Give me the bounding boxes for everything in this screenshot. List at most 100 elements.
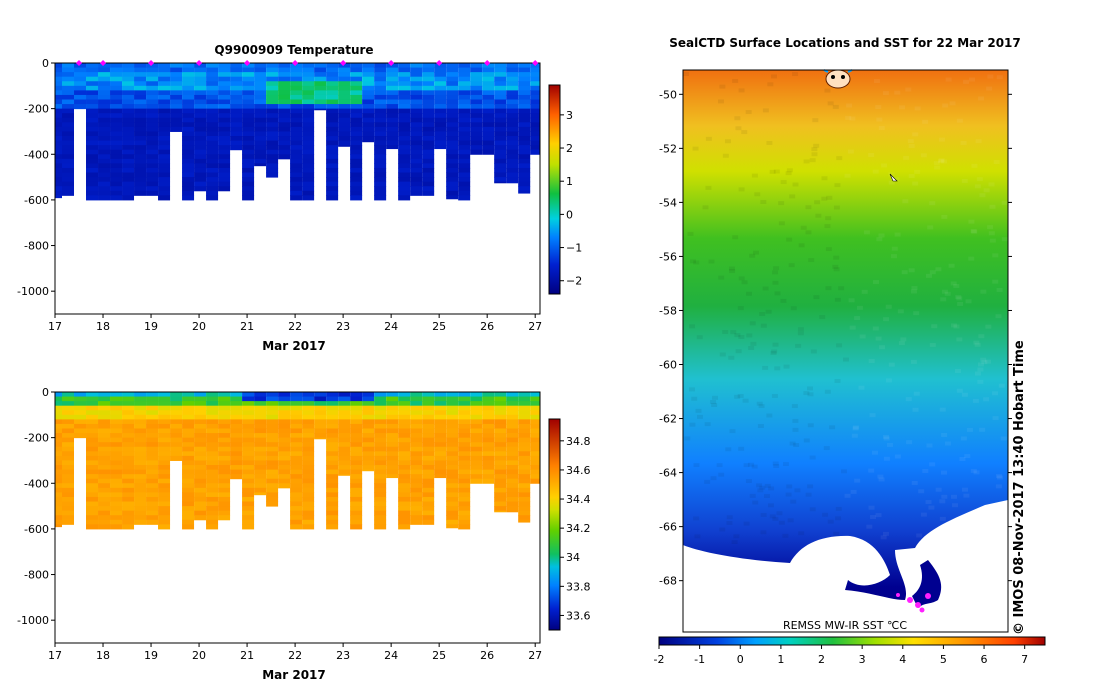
profile-cell — [410, 410, 423, 416]
profile-cell — [122, 63, 135, 69]
sst-texture-cell — [952, 503, 959, 508]
profile-cell — [338, 94, 351, 101]
temperature-colorbar — [548, 84, 561, 295]
profile-cell — [242, 122, 255, 128]
profile-cell — [110, 172, 123, 178]
profile-cell — [194, 478, 207, 484]
profile-cell — [470, 113, 483, 119]
profile-cell — [314, 104, 327, 110]
profile-cell — [326, 405, 339, 411]
profile-cell — [218, 177, 231, 183]
profile-cell — [170, 437, 183, 443]
sst-texture-cell — [940, 297, 947, 302]
profile-cell — [134, 136, 147, 142]
profile-cell — [494, 131, 507, 137]
sst-texture-cell — [888, 362, 895, 367]
profile-cell — [362, 455, 375, 461]
profile-cell — [458, 140, 471, 146]
sst-texture-cell — [955, 295, 962, 300]
sst-texture-cell — [704, 422, 711, 427]
profile-cell — [446, 167, 459, 174]
profile-cell — [506, 145, 519, 151]
sst-texture-cell — [773, 464, 780, 469]
profile-cell — [338, 428, 351, 434]
profile-cell — [206, 414, 219, 420]
sst-texture-cell — [840, 469, 847, 474]
profile-cell — [206, 126, 219, 132]
profile-cell — [170, 99, 183, 105]
sst-texture-cell — [726, 515, 733, 520]
profile-cell — [242, 104, 255, 110]
profile-cell — [254, 122, 267, 128]
sst-texture-cell — [908, 143, 915, 148]
profile-cell — [62, 90, 75, 96]
profile-cell — [278, 446, 291, 452]
profile-cell — [530, 108, 540, 114]
sst-texture-cell — [745, 479, 752, 484]
profile-cell — [254, 104, 267, 110]
profile-cell — [446, 145, 459, 151]
profile-cell — [350, 515, 363, 521]
profile-cell — [434, 63, 447, 69]
profile-cell — [230, 94, 243, 101]
profile-cell — [218, 446, 231, 452]
sst-texture-cell — [899, 105, 906, 110]
profile-cell — [470, 117, 483, 123]
sst-texture-cell — [897, 309, 904, 314]
profile-cell — [182, 496, 195, 503]
profile-cell — [410, 455, 423, 461]
profile-cell — [374, 401, 387, 407]
profile-cell — [458, 126, 471, 132]
profile-cell — [326, 167, 339, 174]
profile-cell — [494, 81, 507, 87]
profile-cell — [134, 99, 147, 105]
profile-cell — [518, 396, 531, 402]
profile-cell — [206, 483, 219, 489]
sst-texture-cell — [910, 359, 917, 364]
profile-cell — [398, 140, 411, 146]
profile-cell — [86, 117, 99, 123]
profile-cell — [518, 410, 531, 416]
profile-cell — [206, 181, 219, 187]
sst-texture-cell — [726, 520, 733, 525]
sst-texture-cell — [868, 152, 875, 157]
profile-cell — [194, 410, 207, 416]
profile-cell — [278, 460, 291, 466]
sst-texture-cell — [978, 96, 985, 101]
sst-texture-cell — [827, 101, 834, 106]
profile-cell — [350, 487, 363, 493]
profile-cell — [446, 81, 459, 87]
profile-cell — [170, 455, 183, 461]
profile-cell — [110, 428, 123, 434]
profile-cell — [350, 392, 363, 398]
profile-cell — [350, 478, 363, 484]
sst-texture-cell — [971, 163, 978, 168]
temperature-cells — [55, 63, 540, 201]
profile-cell — [482, 455, 495, 461]
sst-texture-cell — [778, 201, 785, 206]
profile-cell — [98, 104, 111, 110]
sst-texture-cell — [929, 342, 936, 347]
x-tick-label: 18 — [96, 649, 110, 662]
profile-cell — [326, 104, 339, 110]
sst-texture-cell — [929, 270, 936, 275]
sst-texture-cell — [688, 387, 695, 392]
profile-cell — [242, 437, 255, 443]
profile-cell — [350, 190, 363, 196]
profile-cell — [314, 414, 327, 420]
profile-cell — [218, 126, 231, 132]
profile-cell — [206, 72, 219, 78]
profile-cell — [350, 94, 363, 101]
profile-cell — [494, 428, 507, 434]
profile-cell — [146, 469, 159, 475]
profile-cell — [482, 122, 495, 128]
profile-cell — [362, 99, 375, 105]
profile-cell — [122, 145, 135, 151]
profile-cell — [302, 474, 315, 480]
profile-cell — [530, 149, 540, 155]
profile-cell — [302, 172, 315, 178]
profile-cell — [206, 396, 219, 402]
profile-cell — [290, 63, 303, 69]
profile-cell — [55, 190, 63, 196]
